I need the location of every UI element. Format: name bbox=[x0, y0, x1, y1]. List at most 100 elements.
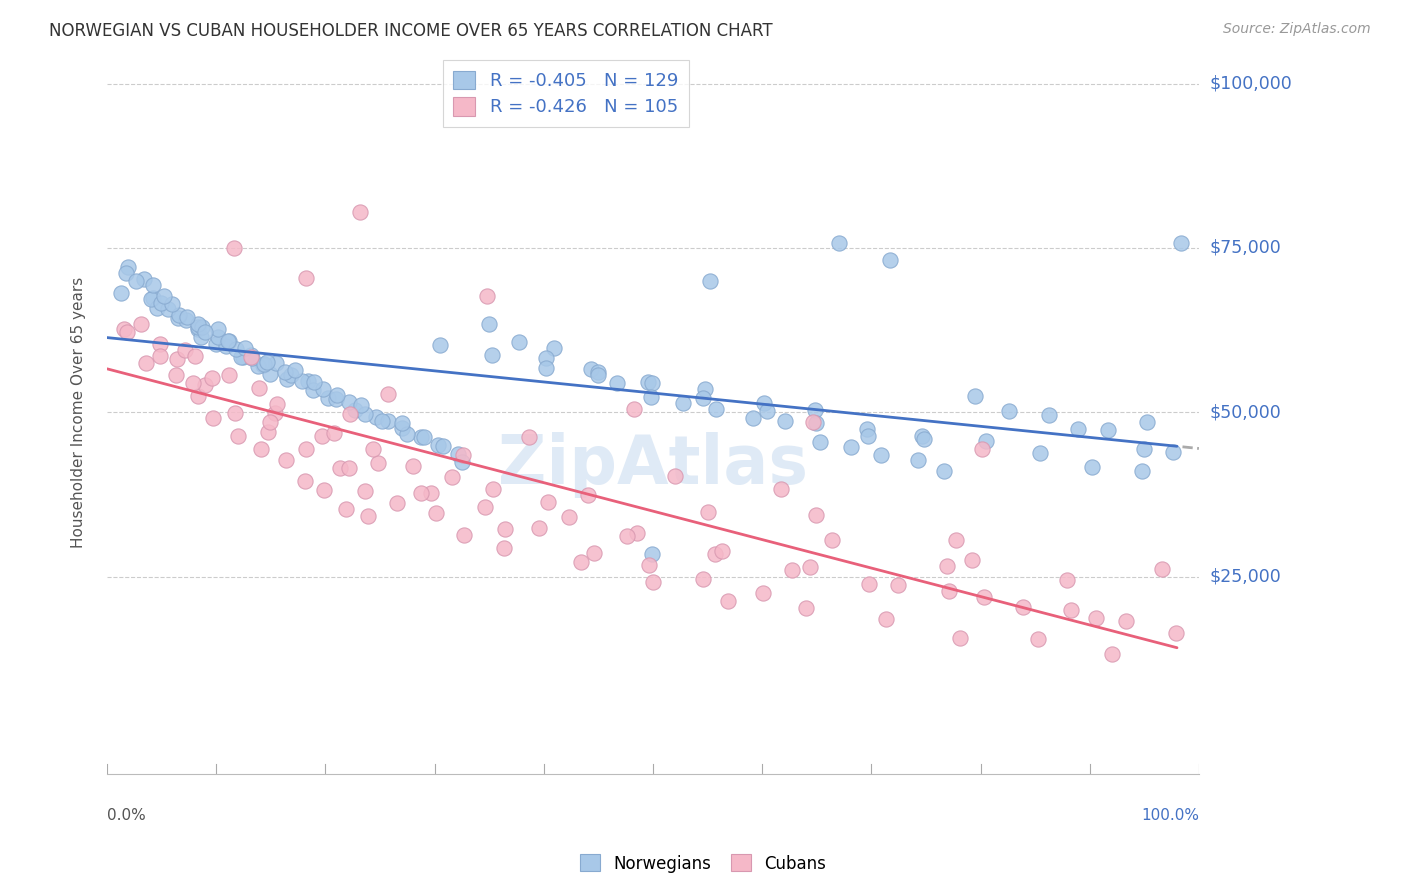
Point bbox=[361, 442, 384, 456]
Point bbox=[280, 368, 302, 383]
Legend: Norwegians, Cubans: Norwegians, Cubans bbox=[574, 847, 832, 880]
Point bbox=[413, 430, 436, 444]
Point bbox=[302, 383, 325, 397]
Point bbox=[537, 495, 560, 509]
Point bbox=[326, 388, 349, 402]
Point bbox=[187, 389, 209, 403]
Point bbox=[264, 356, 287, 370]
Point bbox=[974, 434, 997, 448]
Text: ZipAtlas: ZipAtlas bbox=[498, 432, 808, 498]
Point bbox=[252, 358, 274, 372]
Point bbox=[856, 428, 879, 442]
Point bbox=[801, 415, 824, 429]
Point bbox=[247, 381, 270, 395]
Point bbox=[794, 601, 817, 615]
Point bbox=[481, 348, 503, 362]
Point bbox=[1028, 446, 1050, 460]
Point bbox=[135, 356, 157, 370]
Point bbox=[447, 447, 470, 461]
Point bbox=[576, 488, 599, 502]
Point bbox=[181, 376, 204, 390]
Point bbox=[222, 241, 245, 255]
Point bbox=[1130, 465, 1153, 479]
Point bbox=[475, 289, 498, 303]
Point bbox=[150, 296, 173, 310]
Point bbox=[696, 505, 718, 519]
Point bbox=[1164, 626, 1187, 640]
Point bbox=[879, 253, 901, 268]
Point bbox=[202, 410, 225, 425]
Point bbox=[247, 359, 270, 374]
Point bbox=[820, 533, 842, 547]
Point bbox=[142, 291, 165, 305]
Point bbox=[558, 509, 581, 524]
Point bbox=[637, 376, 659, 390]
Point bbox=[149, 337, 172, 351]
Point bbox=[582, 546, 605, 560]
Point bbox=[190, 330, 212, 344]
Point bbox=[887, 578, 910, 592]
Point bbox=[377, 414, 399, 428]
Point bbox=[742, 410, 765, 425]
Point bbox=[201, 370, 224, 384]
Point bbox=[453, 448, 475, 462]
Point bbox=[357, 509, 380, 524]
Point bbox=[354, 407, 377, 421]
Point bbox=[492, 541, 515, 555]
Point bbox=[318, 392, 340, 406]
Text: NORWEGIAN VS CUBAN HOUSEHOLDER INCOME OVER 65 YEARS CORRELATION CHART: NORWEGIAN VS CUBAN HOUSEHOLDER INCOME OV… bbox=[49, 22, 773, 40]
Point bbox=[176, 313, 198, 327]
Point bbox=[266, 397, 288, 411]
Point bbox=[291, 374, 314, 388]
Point bbox=[586, 365, 609, 379]
Point bbox=[752, 586, 775, 600]
Point bbox=[367, 456, 389, 470]
Point bbox=[218, 334, 240, 348]
Point bbox=[432, 439, 454, 453]
Point bbox=[912, 433, 935, 447]
Point bbox=[1150, 561, 1173, 575]
Point bbox=[187, 321, 209, 335]
Point bbox=[257, 425, 280, 439]
Point bbox=[187, 320, 209, 334]
Point bbox=[409, 430, 432, 444]
Point bbox=[425, 506, 447, 520]
Point bbox=[274, 365, 297, 379]
Text: $25,000: $25,000 bbox=[1209, 567, 1282, 585]
Point bbox=[402, 458, 425, 473]
Point bbox=[440, 470, 463, 484]
Point bbox=[337, 461, 360, 475]
Point bbox=[225, 343, 247, 357]
Point bbox=[641, 376, 664, 390]
Point bbox=[534, 351, 557, 365]
Point bbox=[295, 271, 318, 285]
Point bbox=[856, 422, 879, 436]
Point bbox=[112, 322, 135, 336]
Point bbox=[294, 474, 316, 488]
Point bbox=[1097, 423, 1119, 437]
Point bbox=[207, 322, 229, 336]
Point bbox=[1084, 611, 1107, 625]
Point bbox=[616, 529, 638, 543]
Point bbox=[218, 368, 240, 382]
Point bbox=[517, 430, 540, 444]
Point bbox=[970, 442, 993, 456]
Point bbox=[704, 402, 727, 417]
Point bbox=[949, 632, 972, 646]
Point bbox=[569, 555, 592, 569]
Point bbox=[396, 427, 419, 442]
Point bbox=[1081, 459, 1104, 474]
Point bbox=[711, 543, 734, 558]
Point bbox=[156, 301, 179, 316]
Point bbox=[146, 301, 169, 315]
Point bbox=[335, 501, 357, 516]
Point bbox=[453, 527, 475, 541]
Point bbox=[391, 420, 413, 434]
Point bbox=[1161, 444, 1184, 458]
Point bbox=[623, 402, 645, 417]
Point bbox=[626, 525, 648, 540]
Point bbox=[125, 274, 148, 288]
Point bbox=[534, 361, 557, 376]
Point bbox=[233, 341, 256, 355]
Point bbox=[858, 577, 880, 591]
